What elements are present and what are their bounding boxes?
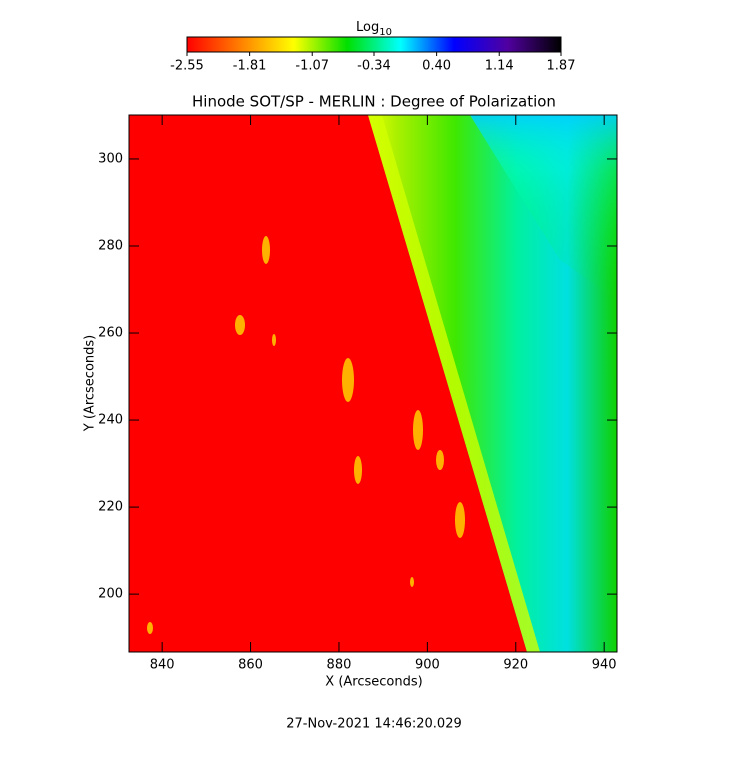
colorbar-tick-label: -1.81	[233, 59, 267, 74]
y-tick-label: 220	[98, 500, 123, 515]
y-tick-label: 260	[98, 326, 123, 341]
limb-edge	[368, 115, 540, 652]
colorbar-label: Log10	[356, 20, 392, 39]
x-tick-label: 860	[238, 658, 263, 673]
y-tick-label: 280	[98, 238, 123, 253]
colorbar-tick-label: 1.87	[547, 59, 576, 74]
map	[129, 115, 617, 652]
colorbar-tick-label: 1.14	[485, 59, 514, 74]
x-tick-label: 880	[327, 658, 352, 673]
colorbar-label-base: Log	[356, 20, 379, 35]
axes	[129, 115, 617, 652]
x-tick-label: 900	[415, 658, 440, 673]
colorbar-label-subscript: 10	[379, 27, 392, 38]
colorbar-tick-label: -2.55	[170, 59, 204, 74]
y-tick-label: 240	[98, 413, 123, 428]
plot-frame	[128, 114, 618, 653]
y-axis-label: Y (Arcseconds)	[83, 335, 98, 432]
colorbar	[186, 36, 562, 53]
colorbar-tick-label: 0.40	[422, 59, 451, 74]
y-tick-label: 300	[98, 151, 123, 166]
high-polarization-region	[470, 115, 617, 300]
y-tick-label: 200	[98, 587, 123, 602]
colorbar-tick-label: -0.34	[357, 59, 391, 74]
chart-title: Hinode SOT/SP - MERLIN : Degree of Polar…	[192, 93, 556, 111]
speckles	[147, 236, 465, 634]
x-axis-label: X (Arcseconds)	[325, 675, 422, 690]
x-tick-label: 940	[592, 658, 617, 673]
footer: 27-Nov-2021 14:46:20.029	[286, 717, 462, 732]
x-tick-label: 920	[503, 658, 528, 673]
x-tick-label: 840	[150, 658, 175, 673]
colorbar-tick-label: -1.07	[295, 59, 329, 74]
